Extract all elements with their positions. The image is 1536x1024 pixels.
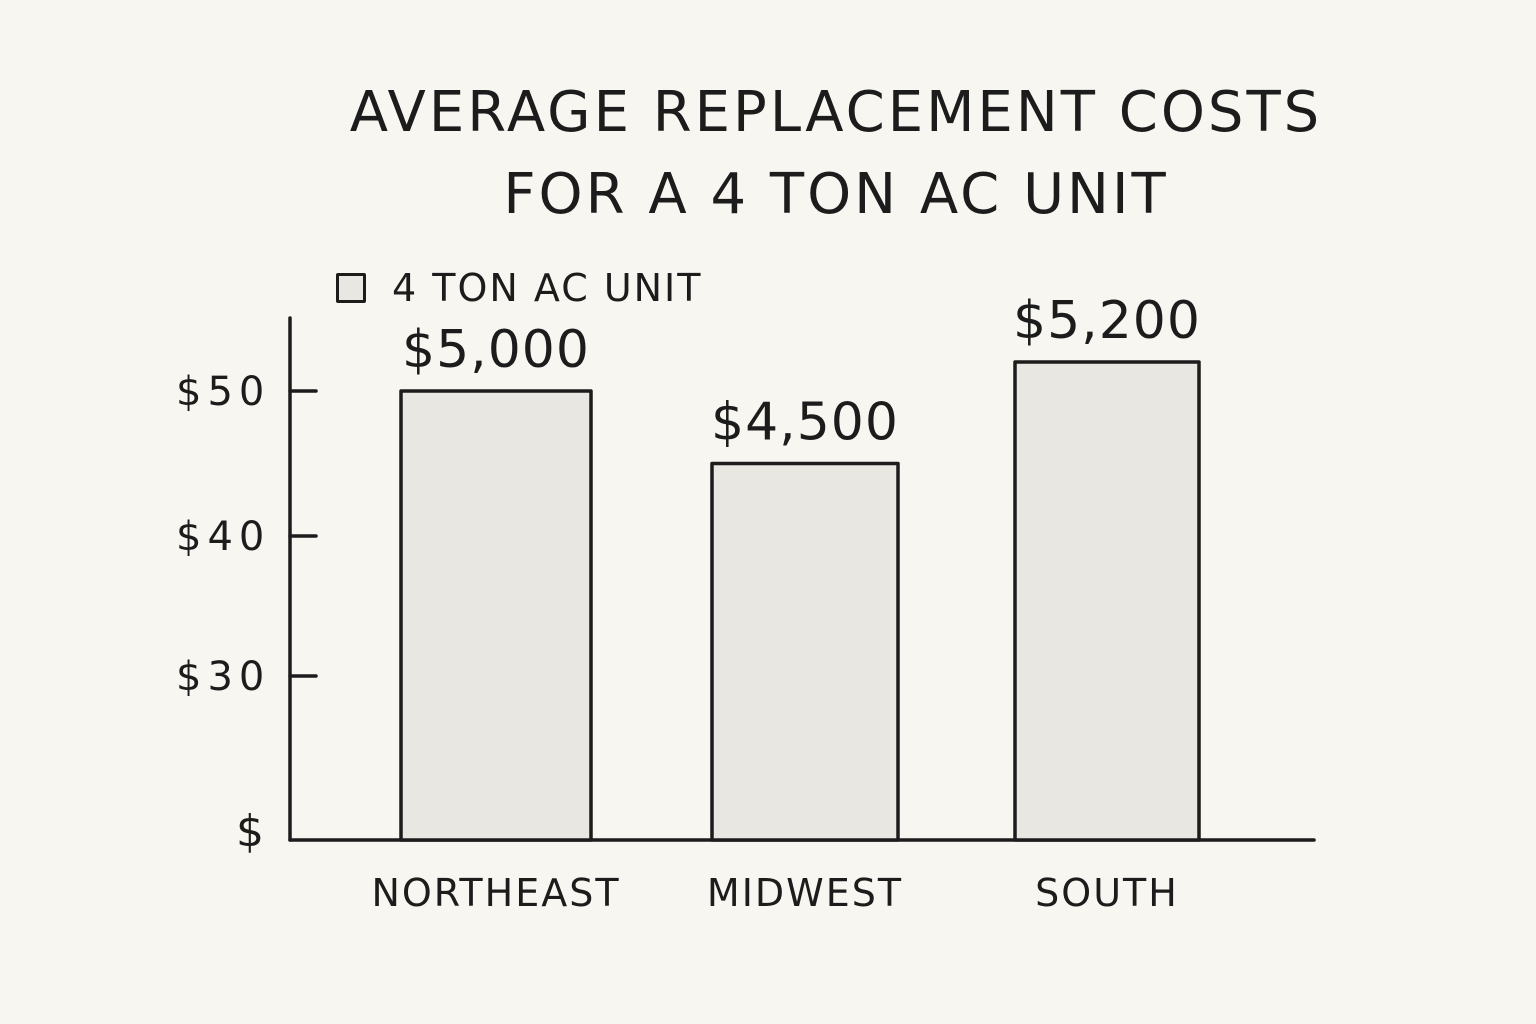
- y-tick-label: $30: [176, 654, 270, 700]
- y-baseline-label: $: [236, 806, 264, 857]
- chart-title-line-1: AVERAGE REPLACEMENT COSTS: [349, 80, 1323, 145]
- chart-title-line-2: FOR A 4 TON AC UNIT: [503, 162, 1169, 227]
- chart-legend: 4 TON AC UNIT: [336, 266, 702, 310]
- y-tick-label: $50: [176, 369, 270, 415]
- chart-title: AVERAGE REPLACEMENT COSTS FOR A 4 TON AC…: [0, 72, 1536, 236]
- x-category-label: MIDWEST: [707, 871, 903, 915]
- bar-data-label: $5,000: [402, 320, 590, 380]
- bar: [399, 389, 593, 842]
- bar-data-label: $4,500: [711, 393, 899, 453]
- legend-swatch: [336, 273, 366, 303]
- legend-label: 4 TON AC UNIT: [392, 266, 703, 310]
- bar: [710, 461, 900, 842]
- x-category-label: SOUTH: [1035, 871, 1179, 915]
- x-category-label: NORTHEAST: [371, 871, 620, 915]
- bar-data-label: $5,200: [1013, 291, 1201, 351]
- y-tick-label: $40: [176, 514, 270, 560]
- bar: [1013, 360, 1201, 842]
